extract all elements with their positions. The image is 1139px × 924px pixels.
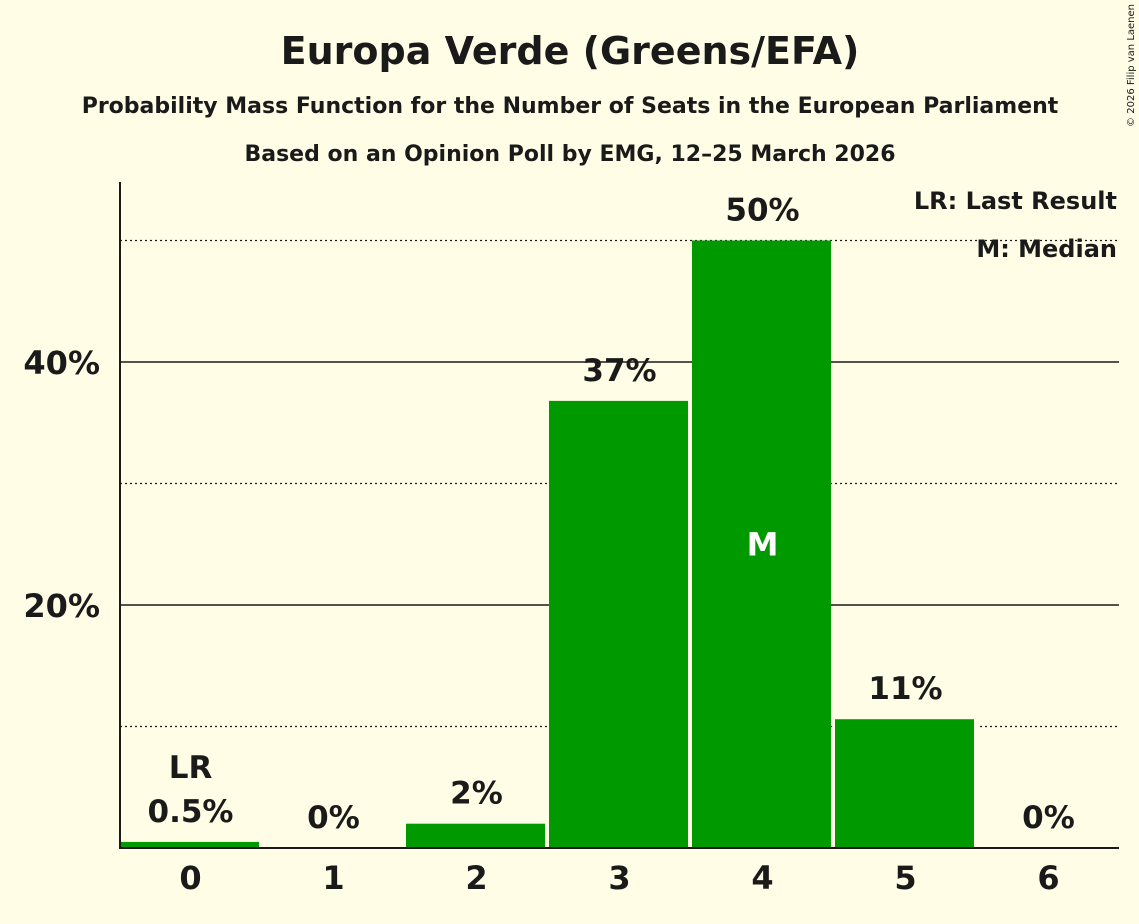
bar-gap [545, 823, 549, 848]
bar-gap [688, 400, 692, 848]
bar-value-label: 50% [725, 193, 799, 229]
bar-value-label: 11% [868, 671, 942, 707]
x-tick-label: 1 [322, 859, 344, 897]
bars [120, 240, 978, 848]
legend-last-result: LR: Last Result [914, 187, 1117, 215]
chart-title: Europa Verde (Greens/EFA) [281, 29, 860, 73]
chart-subtitle-poll: Based on an Opinion Poll by EMG, 12–25 M… [244, 142, 895, 167]
y-axis-labels: 20% 40% [23, 344, 100, 625]
bar-value-label: 0% [1022, 800, 1075, 836]
bar-4 [692, 240, 831, 848]
x-tick-label: 6 [1037, 859, 1059, 897]
bar-value-label: 37% [582, 353, 656, 389]
median-marker: M [747, 525, 779, 563]
y-tick-label: 20% [23, 587, 100, 625]
x-tick-label: 3 [608, 859, 630, 897]
bar-gap [974, 719, 978, 848]
x-tick-label: 4 [751, 859, 773, 897]
copyright-notice: © 2026 Filip van Laenen [1126, 4, 1137, 127]
bar-0 [120, 841, 259, 848]
bar-labels: 0.5% LR 0% 2% 37% 50% M 11% 0% [148, 193, 1075, 837]
legend-median: M: Median [976, 235, 1117, 263]
bar-value-label: 2% [450, 776, 503, 812]
x-tick-label: 5 [894, 859, 916, 897]
chart-subtitle: Probability Mass Function for the Number… [82, 94, 1059, 119]
bar-3 [549, 400, 688, 848]
y-tick-label: 40% [23, 344, 100, 382]
bar-5 [835, 719, 974, 848]
x-tick-label: 2 [465, 859, 487, 897]
bar-value-label: 0% [307, 800, 360, 836]
bar-gap [259, 841, 263, 848]
last-result-marker: LR [169, 750, 213, 786]
bar-value-label: 0.5% [148, 794, 234, 830]
bar-2 [406, 823, 545, 848]
x-axis-labels: 0 1 2 3 4 5 6 [179, 859, 1059, 897]
x-tick-label: 0 [179, 859, 201, 897]
